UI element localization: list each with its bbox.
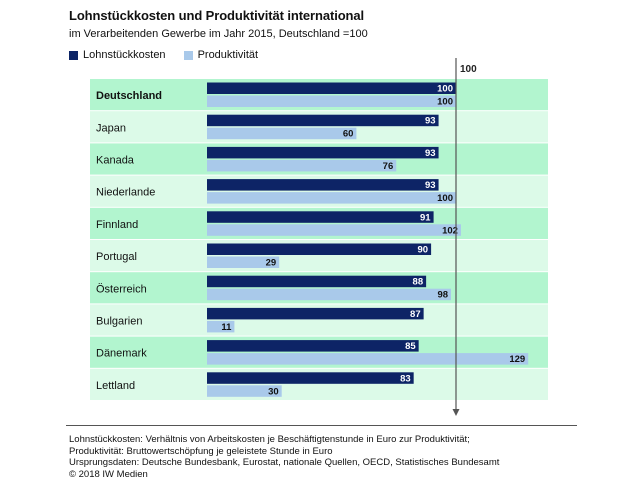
bar-produktivitaet-niederlande [207, 192, 456, 204]
footer-line-definition-2: Produktivität: Bruttowertschöpfung je ge… [69, 445, 333, 457]
data-label-lohnstueckkosten-deutschland: 100 [437, 84, 453, 95]
data-label-produktivitaet-kanada: 76 [383, 161, 394, 172]
bar-lohnstueckkosten-bulgarien [207, 307, 424, 320]
legend-label-lohnstueckkosten: Lohnstückkosten [83, 49, 166, 61]
bar-lohnstueckkosten-portugal [207, 243, 432, 255]
data-label-lohnstueckkosten-niederlande: 93 [425, 180, 436, 191]
footer-line-definition-1: Lohnstückkosten: Verhältnis von Arbeitsk… [69, 434, 470, 445]
footer-line-sources: Ursprungsdaten: Deutsche Bundesbank, Eur… [69, 457, 500, 468]
data-label-lohnstueckkosten-finnland: 91 [420, 212, 431, 223]
category-label-bulgarien: Bulgarien [96, 316, 142, 328]
bar-produktivitaet-oesterreich [207, 288, 452, 301]
bar-lohnstueckkosten-japan [207, 114, 439, 127]
bar-lohnstueckkosten-deutschland [207, 82, 456, 94]
bar-produktivitaet-kanada [207, 159, 397, 172]
category-label-finnland: Finnland [96, 219, 138, 231]
reference-arrowhead [452, 409, 460, 416]
bar-produktivitaet-lettland [207, 385, 282, 397]
bar-lohnstueckkosten-oesterreich [207, 275, 427, 288]
bar-lohnstueckkosten-finnland [207, 211, 434, 223]
data-label-produktivitaet-finnland: 102 [442, 225, 458, 236]
legend: Lohnstückkosten Produktivität [69, 49, 276, 61]
legend-label-produktivitaet: Produktivität [197, 49, 259, 61]
bar-produktivitaet-portugal [207, 256, 280, 268]
bar-produktivitaet-finnland [207, 224, 461, 236]
footer-line-copyright: © 2018 IW Medien [69, 468, 148, 480]
bar-lohnstueckkosten-kanada [207, 146, 439, 159]
legend-item-lohnstueckkosten: Lohnstückkosten [69, 49, 166, 61]
data-label-produktivitaet-daenemark: 129 [509, 354, 525, 365]
bar-lohnstueckkosten-niederlande [207, 179, 439, 191]
data-label-produktivitaet-japan: 60 [343, 129, 354, 140]
footer-divider [66, 425, 577, 426]
data-label-lohnstueckkosten-lettland: 83 [400, 373, 411, 384]
bar-produktivitaet-deutschland [207, 95, 456, 107]
category-label-niederlande: Niederlande [96, 187, 155, 199]
data-label-produktivitaet-deutschland: 100 [437, 97, 453, 108]
chart-subtitle: im Verarbeitenden Gewerbe im Jahr 2015, … [69, 28, 368, 40]
data-label-produktivitaet-bulgarien: 11 [221, 322, 232, 333]
data-label-produktivitaet-portugal: 29 [266, 258, 277, 269]
category-label-japan: Japan [96, 122, 126, 134]
chart-title: Lohnstückkosten und Produktivität intern… [69, 8, 365, 23]
category-label-lettland: Lettland [96, 380, 135, 392]
data-label-lohnstueckkosten-kanada: 93 [425, 148, 436, 159]
data-label-lohnstueckkosten-daenemark: 85 [405, 341, 416, 352]
category-label-kanada: Kanada [96, 155, 135, 167]
footer-notes: Lohnstückkosten: Verhältnis von Arbeitsk… [69, 434, 499, 480]
legend-swatch-lohnstueckkosten [69, 50, 78, 60]
bar-produktivitaet-bulgarien [207, 320, 235, 333]
data-label-lohnstueckkosten-bulgarien: 87 [410, 309, 421, 320]
legend-swatch-produktivitaet [183, 50, 193, 60]
category-label-oesterreich: Österreich [96, 283, 147, 295]
data-label-produktivitaet-oesterreich: 98 [437, 290, 448, 301]
data-label-produktivitaet-lettland: 30 [268, 386, 279, 397]
data-label-produktivitaet-niederlande: 100 [437, 193, 453, 204]
bar-lohnstueckkosten-daenemark [207, 340, 419, 352]
category-label-deutschland: Deutschland [96, 90, 162, 102]
reference-label: 100 [460, 64, 477, 75]
category-label-portugal: Portugal [96, 251, 137, 263]
data-label-lohnstueckkosten-oesterreich: 88 [413, 277, 424, 288]
legend-item-produktivitaet: Produktivität [183, 49, 259, 61]
bar-produktivitaet-daenemark [207, 353, 529, 365]
data-label-lohnstueckkosten-japan: 93 [425, 116, 436, 127]
bar-lohnstueckkosten-lettland [207, 372, 414, 384]
bar-produktivitaet-japan [207, 127, 357, 140]
category-label-daenemark: Dänemark [96, 348, 147, 360]
data-label-lohnstueckkosten-portugal: 90 [418, 245, 429, 256]
